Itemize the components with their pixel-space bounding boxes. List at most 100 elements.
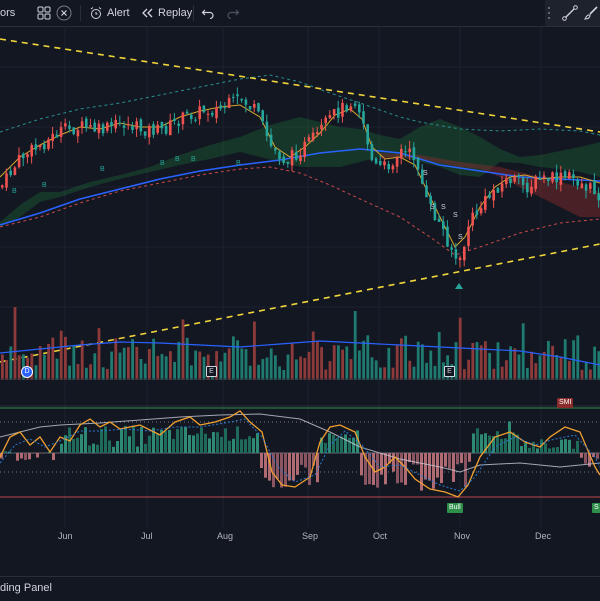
volume-bar (14, 307, 17, 380)
volume-bar (539, 355, 542, 380)
oscillator-bar (460, 453, 463, 463)
candle-body (358, 104, 361, 112)
volume-bar (312, 332, 315, 380)
redo-button[interactable] (226, 0, 240, 26)
candle-body (429, 196, 432, 204)
oscillator-bar (572, 449, 575, 453)
candle-body (404, 151, 407, 152)
volume-bar (190, 365, 193, 380)
candle-body (551, 172, 554, 181)
oscillator-bar (224, 428, 227, 453)
oscillator-bar (196, 433, 199, 453)
candle-body (392, 166, 395, 170)
signal-letter: B (191, 156, 196, 163)
candle-body (249, 106, 252, 109)
oscillator-bar (296, 453, 299, 475)
candle-body (26, 154, 29, 157)
signal-letter: B (100, 166, 105, 173)
volume-bar (530, 352, 533, 380)
volume-bar (18, 355, 21, 380)
alert-button[interactable]: Alert (89, 0, 130, 26)
volume-bar (182, 319, 185, 380)
oscillator-bar (496, 431, 499, 453)
candle-body (72, 127, 75, 134)
candle-body (203, 106, 206, 113)
oscillator-bar (100, 429, 103, 453)
candle-body (581, 184, 584, 189)
candle-body (530, 187, 533, 194)
layout-button[interactable] (37, 0, 51, 26)
volume-bar (224, 353, 227, 380)
volume-bar (245, 349, 248, 380)
candle-body (417, 158, 420, 169)
trading-panel-tab[interactable]: ding Panel (0, 582, 52, 594)
oscillator-bar (400, 453, 403, 482)
candle-body (186, 112, 189, 114)
oscillator-bar (444, 453, 447, 467)
earnings-marker[interactable]: E (444, 366, 455, 377)
cloud-area (0, 117, 600, 227)
oscillator-bar (536, 448, 539, 453)
volume-bar (354, 311, 357, 380)
candle-body (387, 164, 390, 169)
candle-body (253, 104, 256, 108)
time-axis-label: Sep (302, 531, 318, 541)
candle-body (270, 135, 273, 146)
candle-body (354, 103, 357, 106)
oscillator-bar (264, 453, 267, 478)
volume-bar (576, 335, 579, 380)
oscillator-bar (124, 426, 127, 453)
volume-bar (148, 349, 151, 380)
volume-bar (68, 366, 71, 380)
oscillator-bar (568, 440, 571, 453)
oscillator-bar (236, 426, 239, 453)
candle-body (194, 120, 197, 121)
brush-tool[interactable] (583, 0, 599, 26)
oscillator-bar (80, 434, 83, 453)
oscillator-bar (556, 447, 559, 453)
replay-button[interactable]: Replay (141, 0, 192, 26)
volume-bar (581, 370, 584, 380)
undo-icon (201, 7, 215, 19)
candle-body (110, 122, 113, 126)
volume-bar (198, 352, 201, 380)
candle-body (5, 173, 8, 187)
candle-body (9, 171, 12, 175)
trend-line-tool[interactable] (562, 0, 578, 26)
candle-body (329, 115, 332, 118)
replay-label: Replay (158, 7, 192, 19)
oscillator-bar (144, 444, 147, 453)
oscillator-bar (28, 453, 31, 459)
volume-bar (492, 369, 495, 380)
volume-bar (383, 367, 386, 380)
undo-button[interactable] (201, 0, 215, 26)
volume-bar (240, 348, 243, 380)
volume-bar (43, 355, 46, 380)
candle-body (564, 171, 567, 177)
candle-body (106, 123, 109, 131)
oscillator-bar (532, 442, 535, 453)
indicators-button[interactable]: ors (0, 0, 15, 26)
candle-body (459, 258, 462, 260)
oscillator-bar (88, 445, 91, 453)
drag-handle[interactable] (547, 0, 551, 26)
grid-layout-icon (37, 6, 51, 20)
earnings-marker[interactable]: E (206, 366, 217, 377)
candle-body (215, 107, 218, 118)
candle-body (518, 175, 521, 176)
volume-bar (366, 335, 369, 380)
close-button[interactable] (56, 0, 72, 26)
candle-body (568, 172, 571, 179)
oscillator-bar (200, 428, 203, 453)
volume-bar (51, 338, 54, 380)
dividend-marker[interactable]: D (21, 366, 33, 378)
oscillator-bar (220, 437, 223, 453)
signal-letter: S (458, 234, 463, 241)
volume-bar (35, 365, 38, 380)
volume-bar (249, 366, 252, 380)
candlestick-series (1, 88, 600, 268)
buy-arrow-icon (455, 283, 463, 289)
oscillator-bar (108, 440, 111, 453)
oscillator-bar (116, 441, 119, 453)
